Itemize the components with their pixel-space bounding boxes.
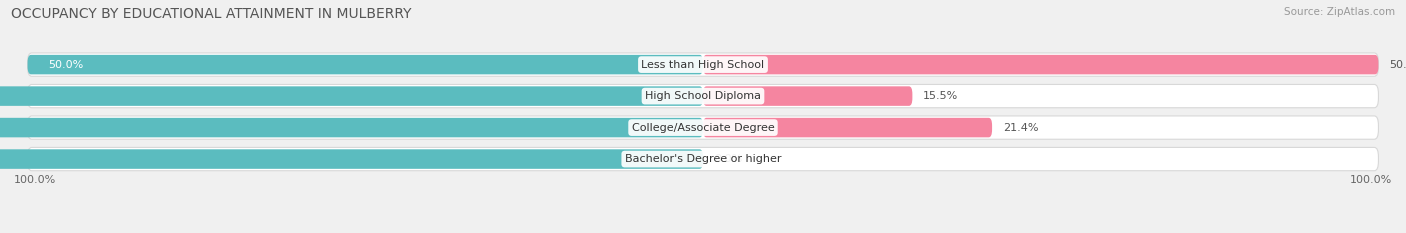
FancyBboxPatch shape bbox=[0, 118, 703, 137]
FancyBboxPatch shape bbox=[28, 147, 1378, 171]
Text: Less than High School: Less than High School bbox=[641, 60, 765, 70]
Text: OCCUPANCY BY EDUCATIONAL ATTAINMENT IN MULBERRY: OCCUPANCY BY EDUCATIONAL ATTAINMENT IN M… bbox=[11, 7, 412, 21]
Text: 0.0%: 0.0% bbox=[714, 154, 742, 164]
FancyBboxPatch shape bbox=[703, 55, 1378, 74]
FancyBboxPatch shape bbox=[28, 53, 1378, 76]
FancyBboxPatch shape bbox=[28, 55, 703, 74]
Text: 50.0%: 50.0% bbox=[1389, 60, 1406, 70]
Text: College/Associate Degree: College/Associate Degree bbox=[631, 123, 775, 133]
Text: High School Diploma: High School Diploma bbox=[645, 91, 761, 101]
Text: 21.4%: 21.4% bbox=[1002, 123, 1039, 133]
Text: 100.0%: 100.0% bbox=[14, 175, 56, 185]
Text: 100.0%: 100.0% bbox=[1350, 175, 1392, 185]
FancyBboxPatch shape bbox=[28, 84, 1378, 108]
Text: Source: ZipAtlas.com: Source: ZipAtlas.com bbox=[1284, 7, 1395, 17]
Text: Bachelor's Degree or higher: Bachelor's Degree or higher bbox=[624, 154, 782, 164]
FancyBboxPatch shape bbox=[0, 149, 703, 169]
FancyBboxPatch shape bbox=[0, 86, 703, 106]
FancyBboxPatch shape bbox=[28, 116, 1378, 139]
FancyBboxPatch shape bbox=[703, 86, 912, 106]
FancyBboxPatch shape bbox=[703, 118, 993, 137]
Text: 15.5%: 15.5% bbox=[924, 91, 959, 101]
Text: 50.0%: 50.0% bbox=[48, 60, 83, 70]
